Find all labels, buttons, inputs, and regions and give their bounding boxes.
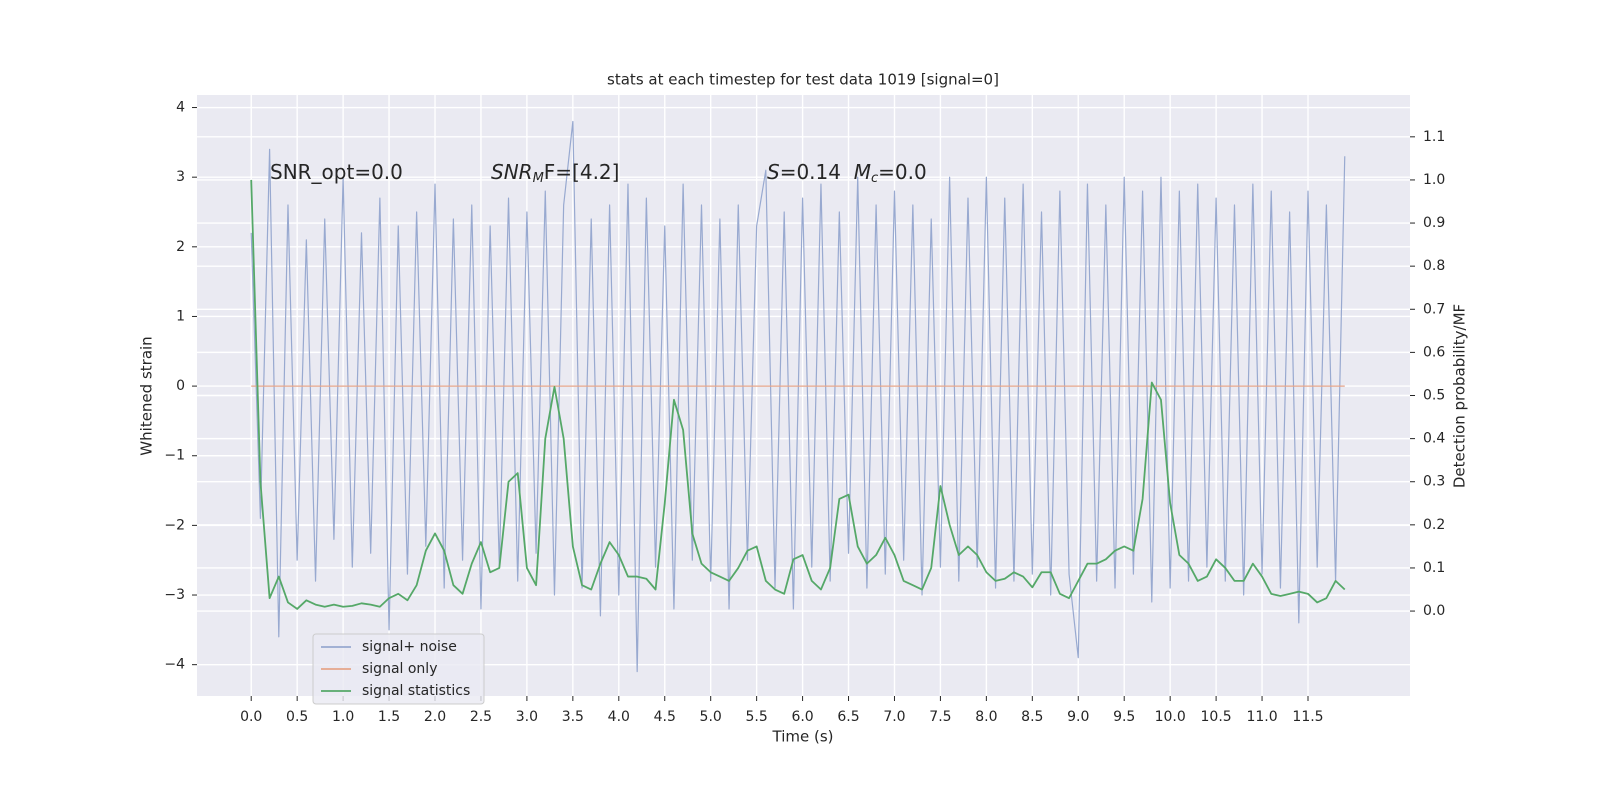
x-tick-label: 9.0 bbox=[1067, 709, 1089, 725]
annotation-part: F=[4.2] bbox=[544, 160, 620, 184]
y-tick-label: −4 bbox=[164, 657, 185, 673]
x-tick-label: 5.0 bbox=[700, 709, 722, 725]
x-tick-label: 8.5 bbox=[1021, 709, 1043, 725]
y-tick-label: 4 bbox=[176, 100, 185, 116]
y2-tick-label: 1.1 bbox=[1423, 129, 1445, 145]
annotation: SNR_opt=0.0 bbox=[270, 160, 403, 184]
y2-tick-label: 1.0 bbox=[1423, 172, 1445, 188]
y2-axis-label: Detection probability/MF bbox=[1451, 304, 1469, 488]
annotation-part: M bbox=[854, 160, 871, 184]
annotation-part: SNR_opt=0.0 bbox=[270, 160, 403, 184]
y-tick-label: −2 bbox=[164, 517, 185, 533]
x-tick-label: 1.0 bbox=[332, 709, 354, 725]
y-axis-label: Whitened strain bbox=[138, 336, 156, 455]
y-tick-label: −1 bbox=[164, 448, 185, 464]
legend: signal+ noise signal only signal statistic… bbox=[312, 633, 485, 705]
y2-tick-label: 0.4 bbox=[1423, 431, 1445, 447]
x-tick-label: 10.5 bbox=[1201, 709, 1232, 725]
y-tick-label: −3 bbox=[164, 587, 185, 603]
y2-tick-label: 0.7 bbox=[1423, 301, 1445, 317]
x-tick-label: 7.5 bbox=[929, 709, 951, 725]
x-tick-label: 5.5 bbox=[746, 709, 768, 725]
x-tick-label: 9.5 bbox=[1113, 709, 1135, 725]
y2-tick-label: 0.3 bbox=[1423, 474, 1445, 490]
x-tick-label: 11.5 bbox=[1292, 709, 1323, 725]
x-tick-label: 0.0 bbox=[240, 709, 262, 725]
annotation-part: SNR bbox=[491, 160, 533, 184]
x-tick-label: 1.5 bbox=[378, 709, 400, 725]
y-tick-label: 2 bbox=[176, 239, 185, 255]
annotation-part: =0.14 bbox=[780, 160, 854, 184]
x-tick-label: 3.0 bbox=[516, 709, 538, 725]
series-line bbox=[250, 179, 1346, 610]
y-tick-label: 3 bbox=[176, 169, 185, 185]
x-axis-label: Time (s) bbox=[772, 728, 834, 746]
y-tick-label: 0 bbox=[176, 378, 185, 394]
y2-tick-label: 0.9 bbox=[1423, 215, 1445, 231]
annotation-part: c bbox=[871, 171, 878, 186]
y2-tick-label: 0.1 bbox=[1423, 560, 1445, 576]
annotation-part: S bbox=[767, 160, 780, 184]
y2-tick-label: 0.6 bbox=[1423, 344, 1445, 360]
x-tick-label: 0.5 bbox=[286, 709, 308, 725]
legend-label: signal statistics bbox=[362, 683, 470, 699]
legend-box bbox=[312, 633, 485, 705]
annotation-part: =0.0 bbox=[878, 160, 927, 184]
x-tick-label: 4.0 bbox=[608, 709, 630, 725]
y2-tick-label: 0.2 bbox=[1423, 517, 1445, 533]
y-tick-label: 1 bbox=[176, 308, 185, 324]
series-line bbox=[250, 120, 1346, 673]
annotation: S=0.14 Mc=0.0 bbox=[767, 160, 927, 186]
x-tick-label: 2.0 bbox=[424, 709, 446, 725]
x-tick-label: 8.0 bbox=[975, 709, 997, 725]
y2-tick-label: 0.0 bbox=[1423, 603, 1445, 619]
x-tick-label: 3.5 bbox=[562, 709, 584, 725]
x-tick-label: 6.0 bbox=[791, 709, 813, 725]
x-tick-label: 11.0 bbox=[1246, 709, 1277, 725]
x-tick-label: 2.5 bbox=[470, 709, 492, 725]
annotation: SNRMF=[4.2] bbox=[491, 160, 619, 186]
y2-tick-label: 0.8 bbox=[1423, 258, 1445, 274]
x-tick-label: 10.0 bbox=[1155, 709, 1186, 725]
x-tick-label: 6.5 bbox=[837, 709, 859, 725]
y2-tick-label: 0.5 bbox=[1423, 388, 1445, 404]
legend-label: signal only bbox=[362, 661, 437, 677]
annotation-part: M bbox=[533, 171, 544, 186]
chart-title: stats at each timestep for test data 101… bbox=[607, 71, 999, 89]
legend-label: signal+ noise bbox=[362, 639, 457, 655]
x-tick-label: 4.5 bbox=[654, 709, 676, 725]
x-tick-label: 7.0 bbox=[883, 709, 905, 725]
